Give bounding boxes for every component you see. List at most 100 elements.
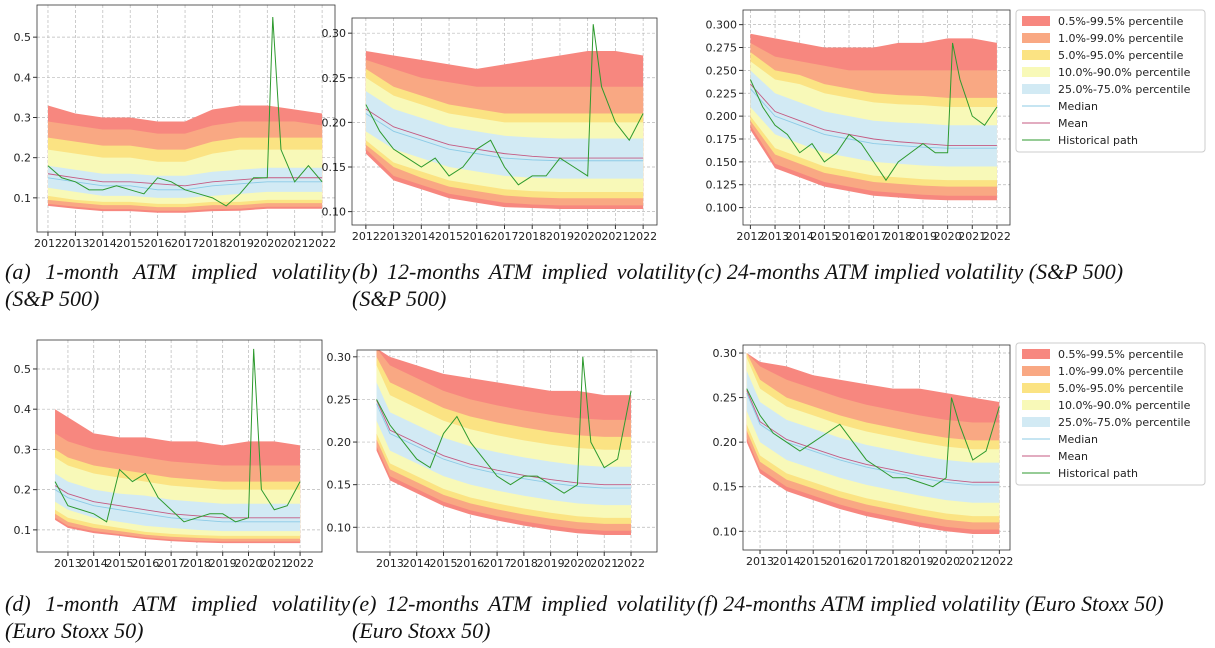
y-tick-label: 0.275: [706, 42, 738, 55]
caption: (f) 24-months ATM implied volatility (Eu…: [697, 591, 1164, 616]
y-tick-label: 0.4: [14, 403, 32, 416]
y-tick-label: 0.20: [322, 116, 347, 129]
y-tick-label: 0.5: [14, 363, 32, 376]
x-tick-label: 2019: [909, 230, 937, 243]
x-tick-label: 2015: [799, 555, 827, 568]
legend-swatch: [1022, 84, 1050, 94]
legend-label: Median: [1058, 100, 1098, 113]
x-tick-label: 2014: [80, 557, 108, 570]
x-tick-label: 2021: [281, 237, 309, 250]
subplot: 2013201420152016201720182019202020212022…: [14, 339, 323, 570]
legend-swatch: [1022, 50, 1050, 60]
x-tick-label: 2015: [430, 557, 458, 570]
y-tick-label: 0.30: [713, 347, 738, 360]
y-tick-label: 0.3: [14, 443, 32, 456]
x-tick-label: 2021: [601, 230, 629, 243]
y-tick-label: 0.100: [706, 202, 738, 215]
legend-label: Median: [1058, 433, 1098, 446]
x-tick-label: 2016: [131, 557, 159, 570]
y-tick-label: 0.1: [14, 192, 32, 205]
x-tick-label: 2015: [106, 557, 134, 570]
x-tick-label: 2021: [260, 557, 288, 570]
line: [54, 489, 301, 523]
x-tick-label: 2015: [810, 230, 838, 243]
legend-frame: [1015, 9, 1206, 153]
subplot: 2013201420152016201720182019202020212022…: [713, 342, 1206, 568]
y-tick-label: 0.1: [14, 524, 32, 537]
y-tick-label: 0.250: [706, 64, 738, 77]
x-tick-label: 2014: [403, 557, 431, 570]
x-tick-label: 2018: [518, 230, 546, 243]
y-tick-label: 0.10: [322, 206, 347, 219]
y-tick-label: 0.175: [706, 133, 738, 146]
legend-frame: [1015, 342, 1206, 486]
x-tick-label: 2018: [510, 557, 538, 570]
legend-label: 25.0%-75.0% percentile: [1058, 416, 1191, 429]
x-tick-label: 2017: [171, 237, 199, 250]
x-tick-label: 2022: [617, 557, 645, 570]
legend-swatch: [1022, 16, 1050, 26]
x-tick-label: 2022: [286, 557, 314, 570]
legend-label: 0.5%-99.5% percentile: [1058, 15, 1184, 28]
x-tick-label: 2018: [879, 555, 907, 568]
y-tick-label: 0.3: [14, 111, 32, 124]
line: [47, 173, 323, 187]
legend-label: Mean: [1058, 450, 1088, 463]
legend-swatch: [1022, 33, 1050, 43]
x-tick-label: 2018: [884, 230, 912, 243]
line: [376, 403, 632, 489]
legend-swatch: [1022, 417, 1050, 427]
x-tick-label: 2018: [198, 237, 226, 250]
percentile-band: [750, 70, 997, 167]
x-tick-label: 2022: [308, 237, 336, 250]
y-tick-label: 0.225: [706, 87, 738, 100]
axes-frame: [36, 339, 323, 553]
x-tick-label: 2014: [89, 237, 117, 250]
y-tick-label: 0.2: [14, 152, 32, 165]
y-tick-label: 0.300: [706, 19, 738, 32]
legend-label: Historical path: [1058, 134, 1138, 147]
legend-label: 10.0%-90.0% percentile: [1058, 399, 1191, 412]
x-tick-label: 2021: [959, 555, 987, 568]
legend-label: 5.0%-95.0% percentile: [1058, 49, 1184, 62]
y-tick-label: 0.5: [14, 31, 32, 44]
x-tick-label: 2020: [934, 230, 962, 243]
x-tick-label: 2021: [590, 557, 618, 570]
legend-label: 5.0%-95.0% percentile: [1058, 382, 1184, 395]
x-tick-label: 2016: [826, 555, 854, 568]
x-tick-label: 2013: [61, 237, 89, 250]
line: [365, 113, 644, 162]
caption: (d) 1-month ATM implied volatility (Euro…: [5, 591, 350, 643]
x-tick-label: 2020: [563, 557, 591, 570]
x-tick-label: 2013: [746, 555, 774, 568]
y-tick-label: 0.10: [327, 521, 352, 534]
y-tick-label: 0.2: [14, 484, 32, 497]
x-tick-label: 2017: [491, 230, 519, 243]
y-tick-label: 0.4: [14, 71, 32, 84]
y-tick-label: 0.125: [706, 179, 738, 192]
plot-area: [376, 350, 632, 535]
x-tick-label: 2020: [932, 555, 960, 568]
x-tick-label: 2012: [736, 230, 764, 243]
y-tick-label: 0.20: [327, 436, 352, 449]
x-tick-label: 2022: [983, 230, 1011, 243]
percentile-band: [365, 91, 644, 179]
historical-path: [47, 17, 323, 207]
line: [746, 390, 1000, 483]
caption: (a) 1-month ATM implied volatility (S&P …: [5, 259, 350, 311]
line: [365, 108, 644, 159]
plot-area: [749, 33, 998, 201]
legend-label: Historical path: [1058, 467, 1138, 480]
legend-label: 1.0%-99.0% percentile: [1058, 365, 1184, 378]
x-tick-label: 2020: [253, 237, 281, 250]
x-tick-label: 2016: [456, 557, 484, 570]
x-tick-label: 2015: [435, 230, 463, 243]
x-tick-label: 2014: [773, 555, 801, 568]
x-tick-label: 2021: [958, 230, 986, 243]
percentile-band: [376, 382, 632, 506]
x-tick-label: 2014: [407, 230, 435, 243]
subplot: 2013201420152016201720182019202020212022…: [327, 349, 658, 570]
